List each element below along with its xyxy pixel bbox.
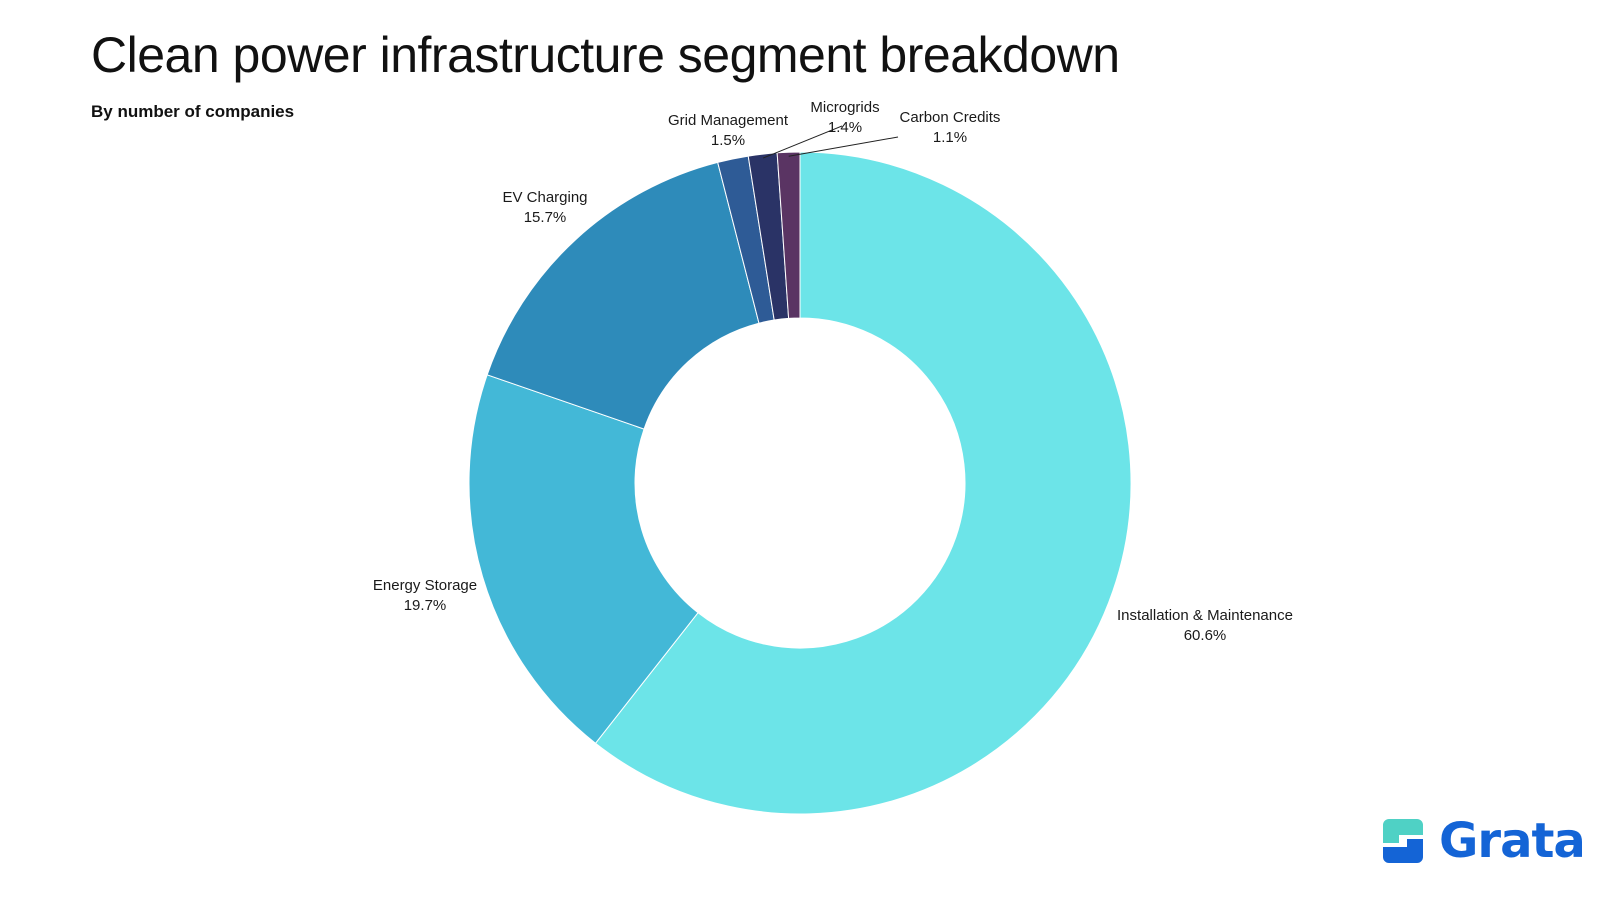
slice-value-grid-management: 1.5% bbox=[711, 132, 745, 149]
slice-label-grid-management: Grid Management bbox=[668, 112, 789, 129]
grata-logo-text: Grata bbox=[1439, 813, 1586, 869]
leader-line-carbon-credits bbox=[788, 136, 899, 157]
slice-label-ev-charging: EV Charging bbox=[502, 189, 587, 206]
leader-line-microgrids bbox=[762, 125, 843, 159]
slice-ev-charging bbox=[486, 161, 760, 430]
slice-label-energy-storage: Energy Storage bbox=[373, 577, 477, 594]
slice-value-energy-storage: 19.7% bbox=[404, 597, 447, 614]
grata-logo-mark-icon bbox=[1383, 819, 1423, 863]
grata-logo: Grata bbox=[1383, 813, 1586, 869]
chart-subtitle: By number of companies bbox=[91, 102, 295, 121]
slice-label-microgrids: Microgrids bbox=[810, 99, 879, 116]
slice-carbon-credits bbox=[776, 151, 801, 319]
slice-value-installation-and-maintenance: 60.6% bbox=[1184, 627, 1227, 644]
logo-mark-bottom bbox=[1383, 839, 1423, 863]
label-leader-lines bbox=[762, 125, 899, 159]
slice-energy-storage bbox=[468, 374, 699, 744]
donut-slices bbox=[468, 151, 1132, 815]
page-title: Clean power infrastructure segment break… bbox=[91, 27, 1120, 83]
slice-installation-and-maintenance bbox=[594, 151, 1132, 815]
slice-label-carbon-credits: Carbon Credits bbox=[900, 109, 1001, 126]
slice-labels: Installation & Maintenance 60.6% Energy St… bbox=[373, 99, 1293, 644]
slice-value-microgrids: 1.4% bbox=[828, 119, 862, 136]
slice-value-carbon-credits: 1.1% bbox=[933, 129, 967, 146]
slice-label-installation-and-maintenance: Installation & Maintenance bbox=[1117, 607, 1293, 624]
logo-mark-top bbox=[1383, 819, 1423, 843]
slice-value-ev-charging: 15.7% bbox=[524, 209, 567, 226]
